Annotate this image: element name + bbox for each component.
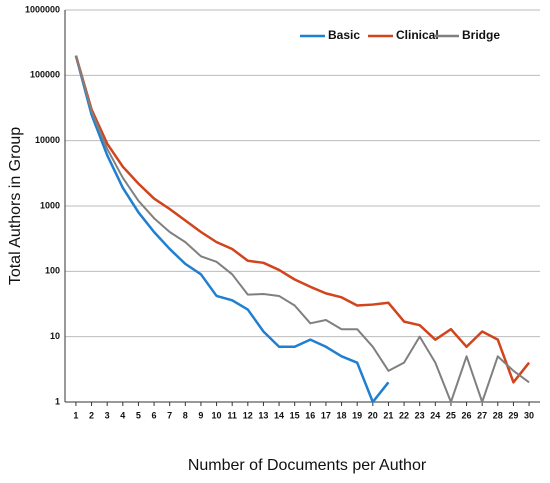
x-tick-label: 15 (290, 410, 300, 420)
legend-label: Bridge (462, 28, 500, 42)
x-tick-label: 2 (89, 410, 94, 420)
line-series (74, 55, 531, 384)
y-tick-label: 100 (45, 266, 60, 276)
x-tick-label: 7 (167, 410, 172, 420)
x-tick-label: 14 (274, 410, 284, 420)
x-tick-label: 17 (321, 410, 331, 420)
line-series (74, 55, 530, 403)
y-tick-label: 100000 (30, 70, 60, 80)
x-tick-label: 27 (477, 410, 487, 420)
x-tick-label: 23 (415, 410, 425, 420)
y-tick-label: 10 (50, 331, 60, 341)
x-tick-label: 21 (383, 410, 393, 420)
x-tick-label: 25 (446, 410, 456, 420)
line-series (74, 55, 390, 404)
x-tick-label: 8 (183, 410, 188, 420)
x-tick-label: 3 (105, 410, 110, 420)
x-tick-label: 30 (524, 410, 534, 420)
legend-label: Basic (328, 28, 360, 42)
legend-label: Clinical (396, 28, 439, 42)
x-tick-label: 20 (368, 410, 378, 420)
y-axis-label: Total Authors in Group (7, 127, 24, 285)
x-tick-label: 11 (227, 410, 237, 420)
x-tick-label: 19 (352, 410, 362, 420)
x-tick-label: 16 (305, 410, 315, 420)
x-tick-label: 26 (462, 410, 472, 420)
x-tick-label: 28 (493, 410, 503, 420)
x-tick-label: 4 (120, 410, 125, 420)
x-tick-label: 12 (243, 410, 253, 420)
x-tick-label: 18 (337, 410, 347, 420)
x-tick-label: 22 (399, 410, 409, 420)
x-tick-label: 29 (508, 410, 518, 420)
y-tick-label: 1 (55, 396, 60, 406)
x-axis-label: Number of Documents per Author (188, 457, 427, 474)
x-tick-label: 24 (430, 410, 440, 420)
y-tick-label: 10000 (35, 135, 60, 145)
x-tick-label: 9 (198, 410, 203, 420)
x-tick-label: 5 (136, 410, 141, 420)
x-tick-label: 13 (258, 410, 268, 420)
y-tick-label: 1000000 (25, 4, 60, 14)
x-tick-label: 10 (212, 410, 222, 420)
x-tick-label: 6 (152, 410, 157, 420)
y-tick-label: 1000 (40, 200, 60, 210)
x-tick-label: 1 (73, 410, 78, 420)
